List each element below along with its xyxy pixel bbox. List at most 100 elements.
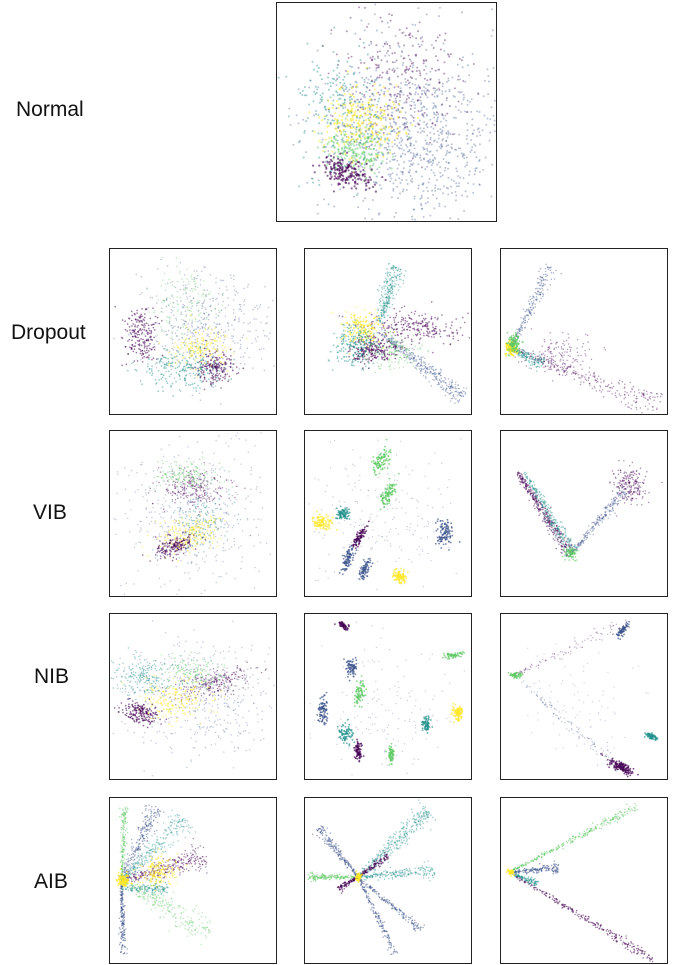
- scatter-point: [171, 361, 174, 364]
- scatter-point: [201, 342, 203, 345]
- scatter-point: [336, 66, 339, 69]
- scatter-point: [222, 300, 224, 303]
- scatter-point: [362, 327, 364, 329]
- scatter-point: [457, 100, 460, 103]
- scatter-point: [351, 98, 353, 100]
- scatter-point: [398, 125, 401, 128]
- scatter-point: [412, 360, 415, 363]
- scatter-point: [202, 318, 204, 320]
- scatter-point: [433, 139, 436, 142]
- scatter-point: [147, 331, 149, 334]
- scatter-point: [171, 336, 173, 339]
- scatter-point: [321, 138, 324, 141]
- scatter-point: [161, 345, 164, 348]
- scatter-point: [154, 315, 157, 318]
- scatter-point: [316, 70, 319, 73]
- scatter-point: [444, 389, 447, 391]
- scatter-point: [384, 333, 387, 336]
- scatter-point: [176, 329, 178, 332]
- scatter-point: [452, 386, 454, 388]
- scatter-point: [193, 276, 196, 279]
- scatter-point: [356, 336, 358, 339]
- scatter-point: [378, 315, 380, 317]
- scatter-point: [213, 363, 216, 366]
- scatter-point: [352, 121, 355, 124]
- scatter-point: [186, 298, 189, 300]
- scatter-point: [218, 356, 221, 359]
- scatter-point: [389, 342, 392, 344]
- scatter-point: [188, 338, 191, 341]
- scatter-point: [429, 370, 432, 373]
- scatter-point: [204, 266, 206, 269]
- scatter-point: [371, 218, 374, 221]
- scatter-point: [391, 266, 393, 269]
- scatter-point: [204, 328, 207, 331]
- scatter-point: [140, 329, 142, 332]
- scatter-point: [164, 377, 167, 380]
- scatter-point: [378, 84, 381, 87]
- scatter-point: [459, 326, 462, 329]
- scatter-point: [221, 370, 224, 373]
- scatter-point: [446, 384, 448, 387]
- scatter-point: [407, 33, 410, 36]
- scatter-point: [470, 110, 473, 113]
- scatter-point: [371, 134, 375, 137]
- scatter-point: [355, 173, 358, 176]
- scatter-point: [395, 312, 398, 315]
- scatter-point: [397, 350, 400, 352]
- scatter-point: [444, 154, 447, 157]
- scatter-point: [211, 382, 213, 384]
- scatter-point: [406, 351, 408, 354]
- scatter-point: [350, 86, 354, 90]
- scatter-point: [339, 337, 342, 339]
- scatter-point: [205, 380, 208, 383]
- scatter-point: [342, 122, 345, 125]
- scatter-point: [172, 395, 175, 397]
- scatter-point: [386, 297, 389, 299]
- scatter-point: [438, 81, 441, 84]
- scatter-point: [391, 343, 393, 346]
- scatter-point: [432, 159, 435, 162]
- scatter-point: [444, 114, 447, 117]
- scatter-point: [459, 176, 462, 179]
- scatter-point: [471, 124, 474, 127]
- scatter-point: [407, 137, 410, 140]
- scatter-point: [398, 275, 401, 278]
- scatter-point: [213, 332, 215, 335]
- scatter-point: [336, 74, 338, 77]
- scatter-point: [232, 274, 235, 277]
- scatter-point: [375, 92, 379, 95]
- scatter-point: [416, 99, 419, 101]
- scatter-point: [368, 140, 371, 143]
- scatter-point: [362, 350, 364, 352]
- scatter-point: [354, 338, 357, 340]
- scatter-point: [207, 314, 210, 317]
- scatter-point: [427, 368, 429, 371]
- scatter-point: [434, 157, 437, 160]
- scatter-point: [397, 283, 400, 286]
- scatter-point: [205, 347, 208, 350]
- scatter-point: [374, 344, 377, 347]
- scatter-point: [351, 132, 354, 135]
- scatter-point: [359, 38, 362, 41]
- scatter-point: [378, 317, 380, 319]
- scatter-point: [384, 137, 387, 140]
- scatter-point: [338, 98, 341, 101]
- scatter-point: [442, 42, 445, 45]
- scatter-point: [422, 148, 425, 151]
- scatter-point: [317, 86, 320, 89]
- scatter-point: [342, 130, 345, 133]
- scatter-point: [341, 315, 344, 318]
- scatter-point: [420, 203, 423, 205]
- scatter-point: [397, 44, 400, 47]
- scatter-point: [465, 138, 468, 141]
- scatter-point: [365, 347, 367, 349]
- scatter-point: [400, 147, 403, 150]
- scatter-point: [424, 366, 427, 368]
- scatter-point: [420, 106, 423, 109]
- scatter-point: [143, 340, 146, 343]
- scatter-point: [155, 381, 158, 384]
- scatter-point: [347, 360, 350, 363]
- scatter-point: [190, 274, 193, 276]
- scatter-point: [331, 106, 335, 110]
